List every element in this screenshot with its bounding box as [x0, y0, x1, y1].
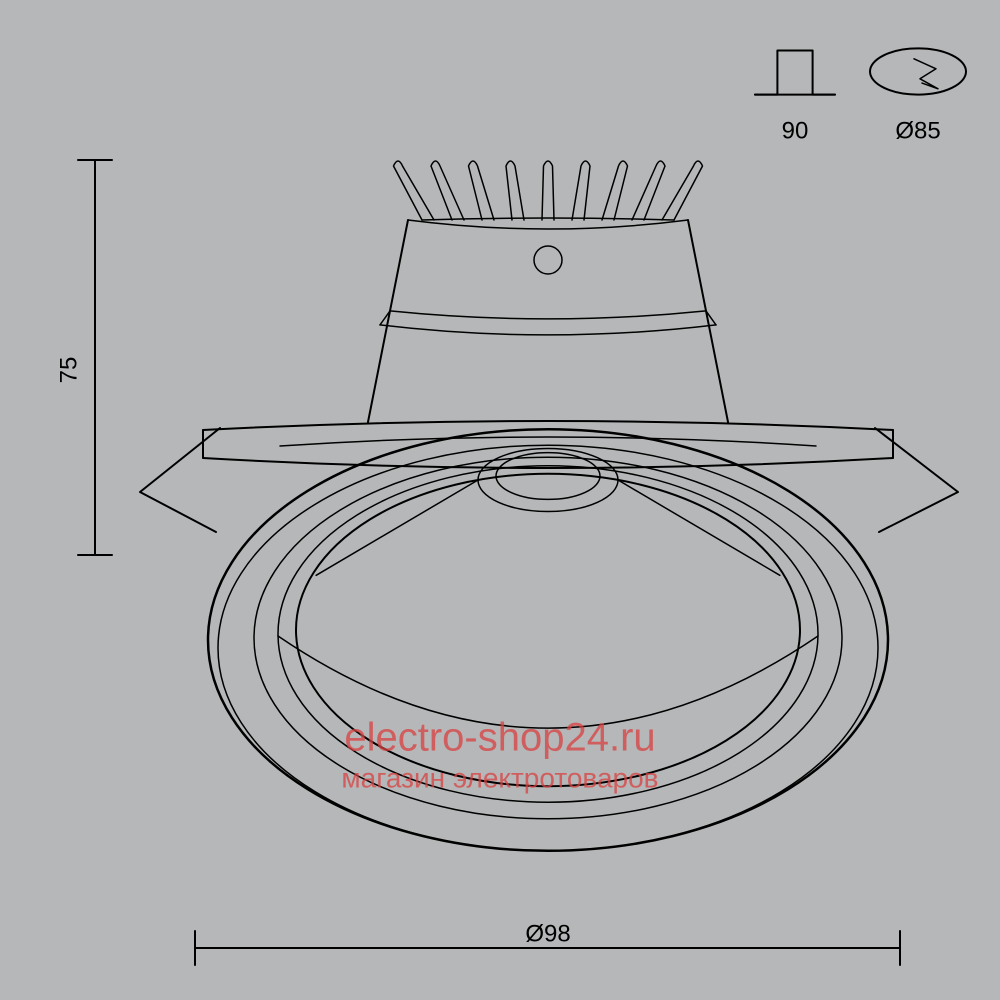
width-dimension-label: Ø98 — [525, 920, 570, 947]
depth-icon-label: 90 — [782, 117, 809, 144]
watermark: electro-shop24.ruмагазин электротоваров — [341, 716, 658, 794]
diagram-stage: 90 Ø85 75 Ø98 electro-shop24.ruмагазин элект… — [0, 0, 1000, 1000]
cutout-icon-label: Ø85 — [895, 117, 940, 144]
watermark-line2: магазин электротоваров — [341, 762, 658, 793]
height-dimension-label: 75 — [55, 357, 82, 384]
watermark-line1: electro-shop24.ru — [344, 716, 655, 760]
